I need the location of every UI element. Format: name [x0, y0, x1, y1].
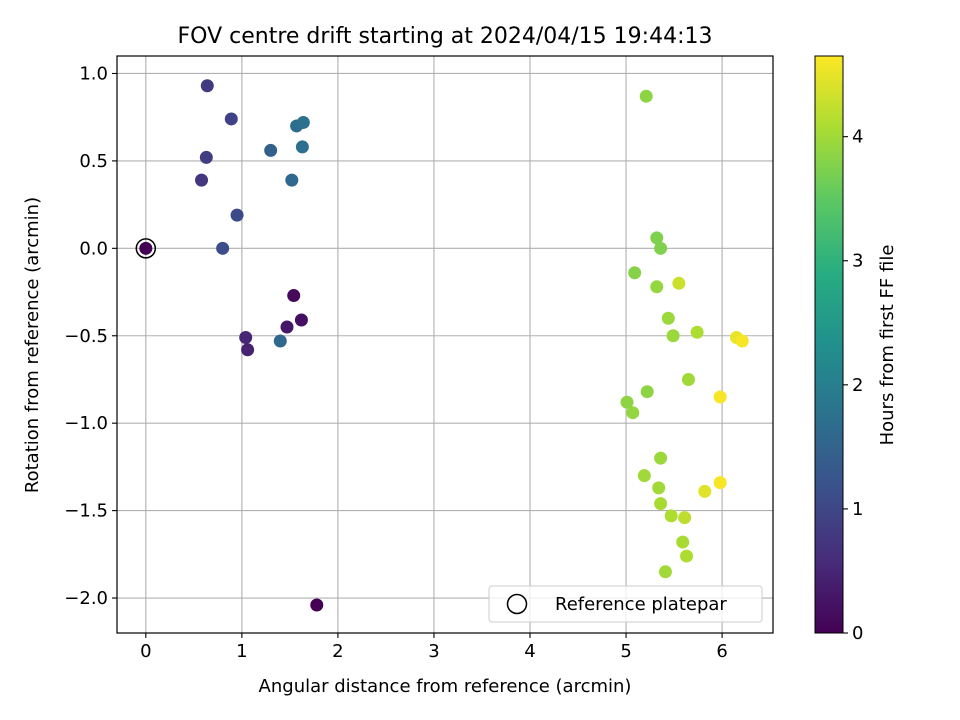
data-point [195, 173, 209, 187]
plot-frame [116, 55, 774, 634]
reference-platepar-marker [135, 238, 157, 259]
x-tick-label: 5 [620, 641, 631, 662]
legend: Reference platepar [488, 585, 763, 623]
data-point [680, 549, 694, 563]
data-point [666, 329, 680, 343]
x-tick-label: 3 [428, 641, 439, 662]
colorbar-label: Hours from first FF file [877, 245, 898, 446]
data-point [620, 395, 634, 409]
colorbar-tick-label: 4 [852, 127, 863, 148]
data-point [672, 276, 686, 290]
data-point [658, 565, 672, 579]
data-point [273, 334, 287, 348]
data-point [310, 598, 324, 612]
y-tick-label: −2.0 [64, 588, 108, 609]
colorbar-tick-label: 3 [852, 251, 863, 272]
legend-label: Reference platepar [555, 594, 727, 615]
chart-title: FOV centre drift starting at 2024/04/15 … [178, 24, 713, 49]
x-tick-label: 1 [236, 641, 247, 662]
y-axis-label: Rotation from reference (arcmin) [22, 197, 43, 493]
data-point [285, 173, 299, 187]
data-point [294, 313, 308, 327]
y-tick-label: −1.0 [64, 413, 108, 434]
data-point [637, 469, 651, 483]
data-points [195, 79, 749, 612]
data-point [239, 331, 253, 345]
data-point [230, 208, 244, 222]
legend-reference-marker [506, 593, 528, 615]
data-point [654, 497, 668, 511]
data-point [241, 343, 255, 357]
y-tick-label: 1.0 [79, 63, 108, 84]
x-tick-label: 2 [332, 641, 343, 662]
data-point [199, 150, 213, 164]
colorbar-tick-label: 2 [852, 375, 863, 396]
data-point [639, 89, 653, 103]
reference-marker-group [135, 238, 157, 259]
y-tick-label: 0.5 [79, 151, 108, 172]
data-point [200, 79, 214, 93]
data-point [216, 241, 230, 255]
data-point [735, 334, 749, 348]
colorbar-ticks: 0 1 2 3 4 [843, 127, 863, 644]
x-tick-label: 4 [524, 641, 535, 662]
data-point [264, 143, 278, 157]
colorbar [814, 55, 844, 634]
data-point [690, 325, 704, 339]
data-point [287, 289, 301, 303]
y-tick-label: −1.5 [64, 501, 108, 522]
reference-data-point [139, 241, 153, 255]
data-point [640, 385, 654, 399]
y-tick-label: 0.0 [79, 238, 108, 259]
data-point [713, 390, 727, 404]
x-tick-label: 0 [140, 641, 151, 662]
data-point [626, 406, 640, 420]
data-point [224, 112, 238, 126]
data-point [681, 372, 695, 386]
x-axis-label: Angular distance from reference (arcmin) [259, 676, 632, 697]
data-point [661, 311, 675, 325]
data-point [650, 231, 664, 245]
data-point [650, 280, 664, 294]
y-tick-label: −0.5 [64, 326, 108, 347]
data-point [652, 481, 666, 495]
data-point [295, 140, 309, 154]
x-tick-label: 6 [716, 641, 727, 662]
data-point [678, 511, 692, 525]
data-point [628, 266, 642, 280]
data-point [713, 476, 727, 490]
colorbar-tick-label: 0 [852, 623, 863, 644]
data-point [664, 509, 678, 523]
data-point [698, 484, 712, 498]
data-point [280, 320, 294, 334]
data-point [654, 241, 668, 255]
axis-ticks: 0 1 2 3 4 5 6 1.0 0.5 0.0 −0.5 −1.0 −1.5 −2.0 [64, 63, 728, 662]
data-point [676, 535, 690, 549]
data-point [296, 115, 310, 129]
legend-box [488, 585, 763, 623]
data-point [654, 451, 668, 465]
colorbar-tick-label: 1 [852, 499, 863, 520]
